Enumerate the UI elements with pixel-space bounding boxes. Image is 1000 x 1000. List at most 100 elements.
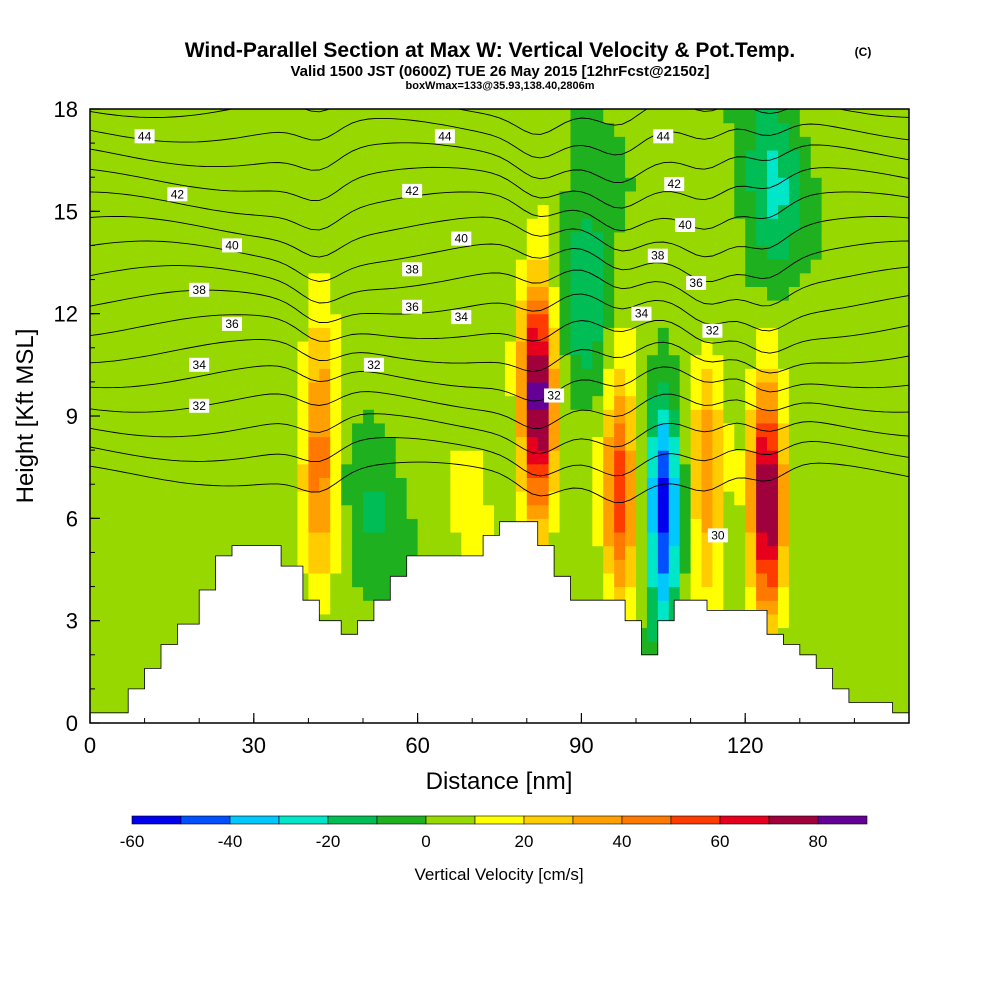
theta-label: 30 [707,528,728,543]
w-cell [297,204,309,219]
w-cell [428,122,441,137]
w-cell [472,231,484,247]
w-cell [461,409,473,424]
w-cell [330,136,342,151]
w-cell [843,395,855,410]
w-cell [625,545,637,560]
theta-label-text: 42 [405,184,419,198]
w-cell [690,218,703,233]
w-cell [898,504,909,519]
w-cell [865,381,877,397]
w-cell [734,422,746,438]
y-tick-label: 18 [54,97,78,122]
w-cell [777,586,790,601]
w-cell [526,368,539,383]
w-cell [810,491,823,506]
w-cell [679,136,692,151]
w-cell [614,163,626,178]
w-cell [887,641,899,656]
w-cell [559,531,572,547]
w-cell [363,395,375,410]
w-cell [177,354,189,369]
w-cell [417,286,430,301]
w-cell [439,518,451,533]
w-cell [701,231,714,247]
isentrope-37 [90,289,909,332]
w-cell [483,463,495,478]
w-cell [756,463,768,478]
colorbar-swatch [425,815,476,825]
w-cell [734,259,746,274]
w-cell [756,518,768,533]
w-cell [756,122,768,137]
w-cell [494,122,506,137]
w-cell [636,177,648,192]
w-cell [472,204,484,219]
w-cell [832,163,845,178]
w-cell [821,422,834,438]
w-cell [788,313,801,328]
w-cell [712,559,724,574]
w-cell [177,149,189,165]
w-cell [144,218,157,233]
w-cell [242,272,255,287]
w-cell [679,450,692,465]
x-tick-label: 90 [569,733,593,758]
w-cell [515,313,528,328]
w-cell [352,531,364,547]
w-cell [712,177,724,192]
w-cell [330,177,342,192]
w-cell [810,409,823,424]
w-cell [592,572,604,588]
w-cell [701,491,714,506]
w-cell [341,381,353,397]
w-cell [887,477,899,492]
w-cell [679,327,692,342]
w-cell [898,163,909,178]
w-cell [734,218,746,233]
w-cell [887,559,899,574]
w-cell [756,313,768,328]
w-cell [275,450,288,465]
w-cell [363,231,375,247]
w-cell [199,545,211,560]
w-cell [876,668,888,683]
w-cell [286,504,299,519]
w-cell [395,422,408,438]
w-cell [144,641,157,656]
w-cell [319,177,331,192]
w-cell [188,422,200,438]
w-cell [242,313,255,328]
w-cell [341,136,353,151]
theta-label: 34 [189,357,210,372]
w-cell [625,149,637,165]
w-cell [734,327,746,342]
w-cell [90,340,102,356]
w-cell [439,313,451,328]
w-cell [603,395,615,410]
w-cell [625,231,637,247]
w-cell [428,327,441,342]
y-tick-label: 12 [54,302,78,327]
w-cell [821,204,834,219]
w-cell [821,463,834,478]
w-cell [515,354,528,369]
w-cell [832,627,845,642]
isentrope-42 [90,166,909,209]
w-cell [570,149,582,165]
w-cell [100,695,113,710]
w-cell [690,381,703,397]
theta-label-text: 38 [651,249,665,263]
w-cell [242,354,255,369]
w-cell [439,504,451,519]
w-cell [111,204,124,219]
w-cell [865,531,877,547]
w-cell [876,109,888,124]
w-cell [231,218,244,233]
w-cell [876,163,888,178]
colorbar-tick-label: 80 [809,832,828,851]
w-cell [504,286,517,301]
w-cell [625,163,637,178]
w-cell [275,531,288,547]
w-cell [210,231,222,247]
